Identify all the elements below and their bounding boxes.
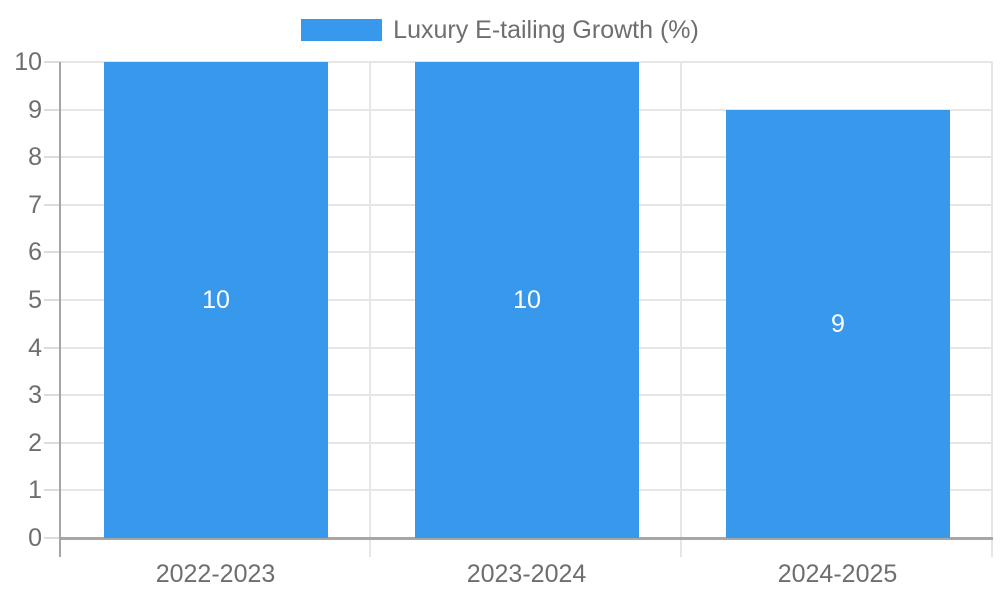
legend-label: Luxury E-tailing Growth (%) — [393, 16, 699, 44]
bar-value-label: 10 — [513, 286, 541, 314]
y-axis-tick-label: 6 — [28, 238, 42, 267]
y-axis-tick-label: 10 — [14, 48, 42, 76]
y-axis-tick-label: 8 — [28, 143, 42, 172]
y-axis-tick — [44, 108, 60, 111]
x-axis-tick-label: 2023-2024 — [466, 560, 587, 588]
x-axis-baseline — [60, 537, 993, 540]
y-axis-tick-label: 9 — [28, 95, 42, 124]
y-axis-tick — [44, 489, 60, 492]
y-axis-tick-label: 2 — [28, 428, 42, 457]
bar[interactable] — [104, 62, 328, 538]
x-axis-tick-label: 2022-2023 — [155, 560, 276, 588]
x-axis-tick-label: 2024-2025 — [777, 560, 898, 588]
gridline-vertical — [369, 62, 371, 557]
y-axis-tick-label: 3 — [28, 381, 42, 410]
bar-value-label: 10 — [202, 286, 230, 314]
bar[interactable] — [415, 62, 639, 538]
y-axis-tick-label: 7 — [28, 190, 42, 219]
legend[interactable]: Luxury E-tailing Growth (%) — [0, 15, 1000, 45]
y-axis-tick — [44, 441, 60, 444]
legend-swatch-icon — [301, 19, 383, 41]
gridline-vertical — [680, 62, 682, 557]
y-axis-tick-label: 4 — [28, 333, 42, 362]
y-axis-tick — [44, 156, 60, 159]
y-axis-tick — [44, 346, 60, 349]
y-axis-tick — [44, 203, 60, 206]
y-axis-tick — [44, 251, 60, 254]
y-axis-tick-label: 1 — [28, 476, 42, 505]
y-axis-tick — [44, 537, 60, 539]
y-axis-tick — [44, 61, 60, 63]
bar-value-label: 9 — [831, 310, 845, 338]
y-axis-tick — [44, 299, 60, 301]
bar[interactable] — [726, 109, 950, 538]
y-axis-tick — [44, 394, 60, 397]
y-axis-tick-label: 0 — [28, 524, 42, 552]
y-axis-tick-label: 5 — [28, 286, 42, 314]
gridline-vertical — [991, 62, 993, 557]
y-axis-line — [59, 62, 61, 557]
